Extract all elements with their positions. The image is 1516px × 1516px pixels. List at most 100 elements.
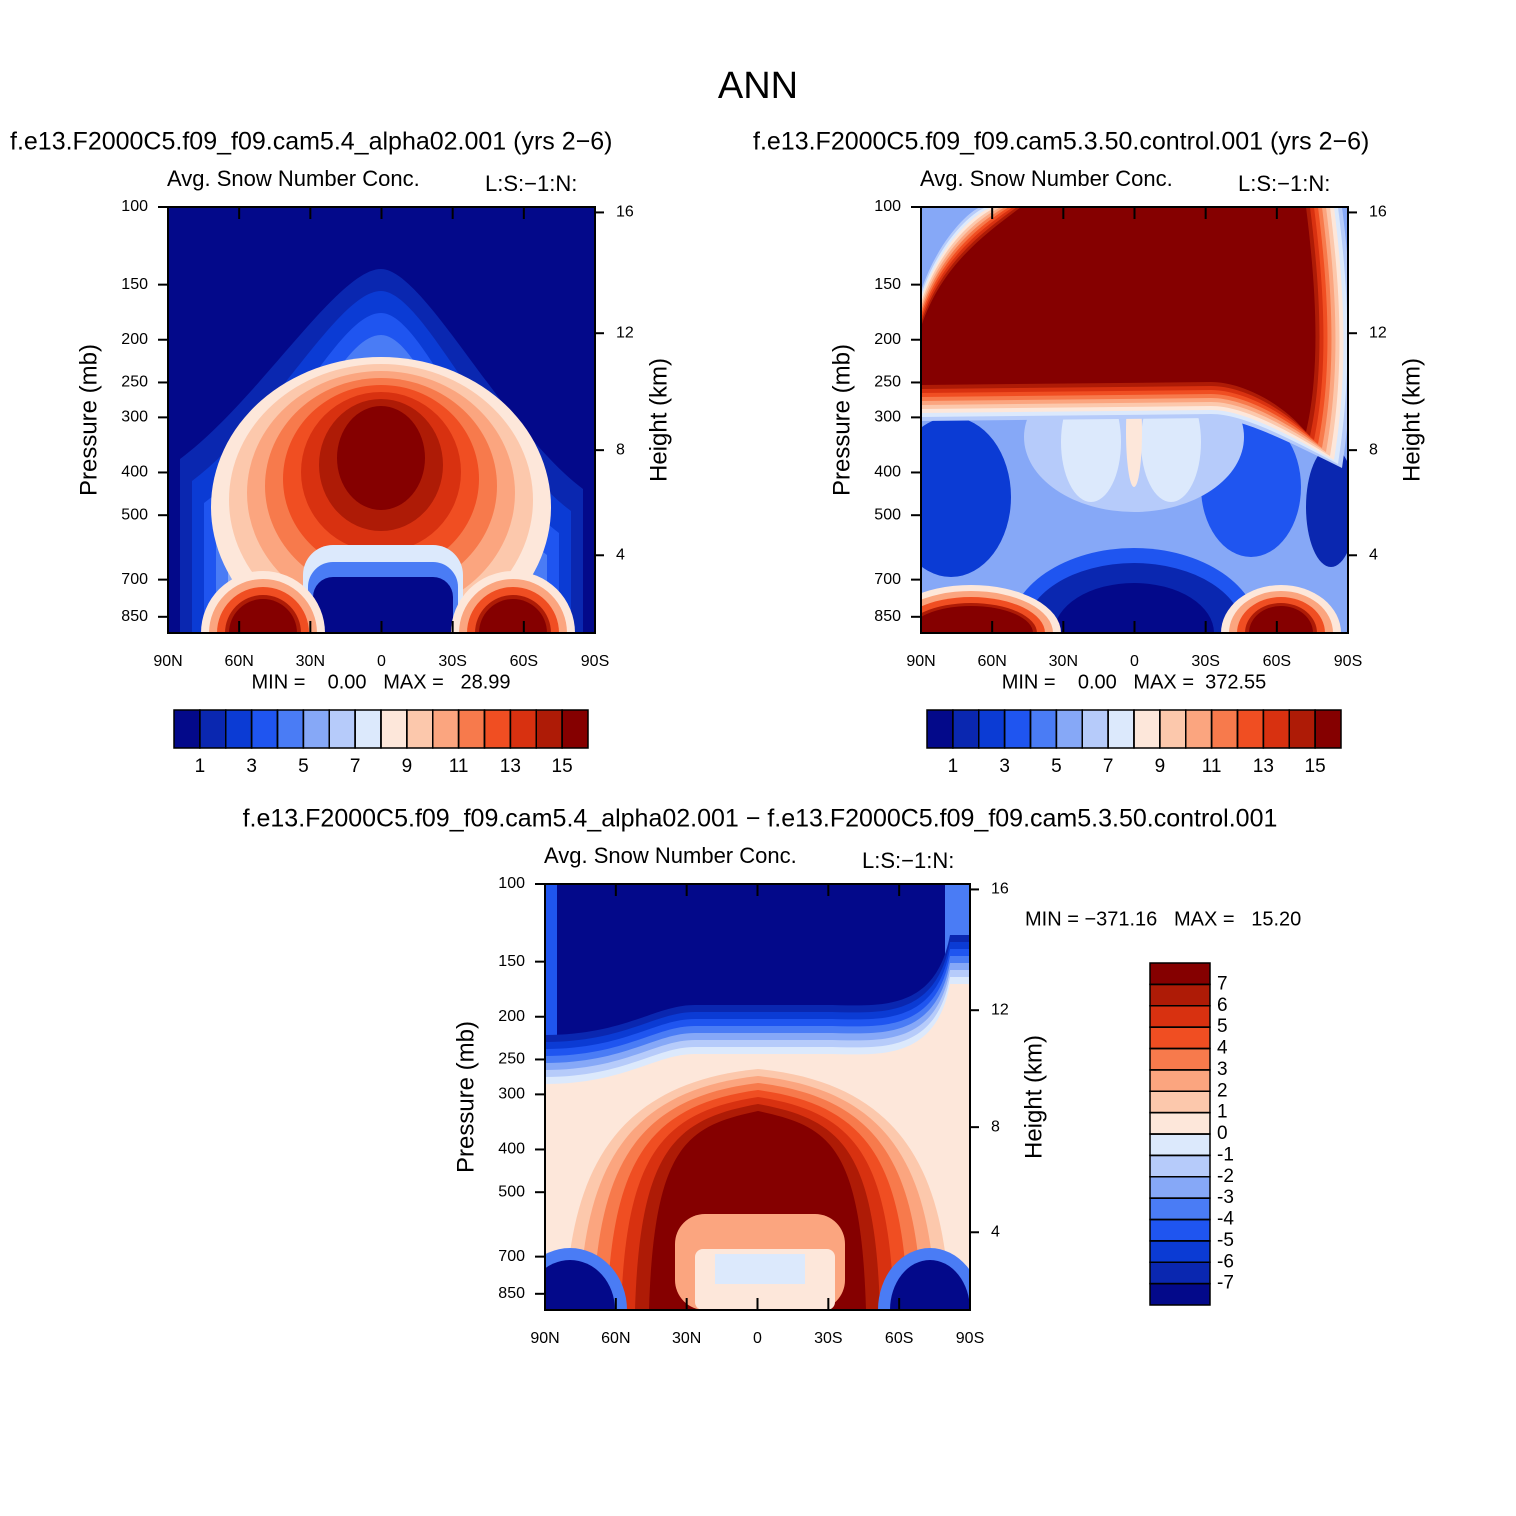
case-title: f.e13.F2000C5.f09_f09.cam5.4_alpha02.001… xyxy=(243,805,1278,833)
y2-axis-label: Height (km) xyxy=(645,358,672,482)
colorbar-box xyxy=(250,709,279,749)
y-tick-label: 250 xyxy=(498,1051,525,1068)
colorbar-box xyxy=(276,709,305,749)
colorbar-box xyxy=(561,709,589,749)
case-title: f.e13.F2000C5.f09_f09.cam5.3.50.control.… xyxy=(753,128,1369,156)
contour-field xyxy=(921,207,1348,633)
contour-field xyxy=(545,884,970,1310)
y2-tick-label: 12 xyxy=(991,1001,1009,1018)
colorbar-box xyxy=(1149,1154,1211,1178)
y-tick-label: 850 xyxy=(121,608,148,625)
x-tick-label: 60S xyxy=(1263,653,1291,670)
colorbar-box xyxy=(302,709,330,749)
colorbar-box xyxy=(1003,709,1032,749)
colorbar-box xyxy=(483,709,512,749)
y-tick-label: 500 xyxy=(121,506,148,523)
y2-tick-label: 8 xyxy=(991,1118,1000,1135)
colorbar-label: 13 xyxy=(500,756,521,777)
y2-tick-label: 16 xyxy=(616,204,634,221)
colorbar-box xyxy=(1288,709,1316,749)
colorbar-box xyxy=(1149,1261,1211,1285)
colorbar-box xyxy=(1159,709,1187,749)
contour-band xyxy=(715,1254,805,1284)
y-tick-label: 300 xyxy=(121,409,148,426)
colorbar-box xyxy=(1262,709,1290,749)
y2-tick-label: 8 xyxy=(616,441,625,458)
x-tick-label: 30S xyxy=(1191,653,1219,670)
colorbar-box xyxy=(1210,709,1239,749)
colorbar-box xyxy=(1149,1026,1211,1050)
y2-tick-label: 16 xyxy=(991,881,1009,898)
y-tick-label: 300 xyxy=(498,1086,525,1103)
colorbar-label: 9 xyxy=(1155,756,1166,777)
colorbar-box xyxy=(1107,709,1135,749)
colorbar-box xyxy=(1055,709,1083,749)
colorbar-label: 5 xyxy=(1051,756,1062,777)
contour-band xyxy=(921,606,1033,633)
colorbar-box xyxy=(406,709,434,749)
colorbar-label: 6 xyxy=(1217,995,1228,1016)
contour-band xyxy=(545,1260,615,1310)
figure-title: ANN xyxy=(718,65,798,107)
colorbar-box xyxy=(225,709,253,749)
x-tick-label: 0 xyxy=(753,1330,762,1347)
contour-band xyxy=(1054,583,1214,633)
colorbar-label: -3 xyxy=(1217,1187,1234,1208)
colorbar-box xyxy=(952,709,980,749)
x-tick-label: 0 xyxy=(377,653,386,670)
colorbar-box xyxy=(1149,1240,1211,1263)
colorbar-label: 15 xyxy=(1305,756,1326,777)
contour-band xyxy=(890,1260,970,1310)
colorbar-box xyxy=(457,709,486,749)
colorbar-label: 3 xyxy=(246,756,257,777)
colorbar-box xyxy=(978,709,1006,749)
x-tick-label: 30N xyxy=(296,653,325,670)
colorbar-label: -4 xyxy=(1217,1209,1234,1230)
y-tick-label: 100 xyxy=(121,198,148,215)
contour-band xyxy=(1249,606,1313,633)
colorbar-box xyxy=(1149,1282,1211,1306)
x-tick-label: 30N xyxy=(672,1330,701,1347)
y2-tick-label: 8 xyxy=(1369,441,1378,458)
y-tick-label: 700 xyxy=(874,571,901,588)
colorbar-box xyxy=(1149,1197,1211,1221)
colorbar-box xyxy=(1236,709,1265,749)
colorbar-box xyxy=(1149,1047,1211,1071)
colorbar-box xyxy=(328,709,356,749)
x-tick-label: 30S xyxy=(438,653,466,670)
stats: MIN = 0.00 MAX = 28.99 xyxy=(251,671,510,693)
y-tick-label: 700 xyxy=(498,1248,525,1265)
colorbar-box xyxy=(1149,1218,1211,1242)
contour-band xyxy=(921,417,1011,577)
y-tick-label: 400 xyxy=(121,464,148,481)
colorbar-label: 7 xyxy=(1103,756,1114,777)
colorbar-box xyxy=(1185,709,1213,749)
y-axis-label: Pressure (mb) xyxy=(75,344,102,496)
x-tick-label: 60S xyxy=(885,1330,913,1347)
y-tick-label: 250 xyxy=(121,374,148,391)
y-tick-label: 500 xyxy=(498,1183,525,1200)
colorbar-label: 13 xyxy=(1253,756,1274,777)
y-tick-label: 300 xyxy=(874,409,901,426)
contour-band xyxy=(921,207,1316,432)
panel-title: Avg. Snow Number Conc. xyxy=(544,843,797,868)
colorbar-box xyxy=(1149,1069,1211,1092)
y-tick-label: 500 xyxy=(874,506,901,523)
colorbar-box xyxy=(1149,962,1211,986)
colorbar-label: 5 xyxy=(1217,1016,1228,1037)
x-tick-label: 60N xyxy=(224,653,253,670)
colorbar-label: 5 xyxy=(298,756,309,777)
colorbar-label: 11 xyxy=(449,756,469,777)
y2-tick-label: 12 xyxy=(1369,324,1387,341)
colorbar-label: 3 xyxy=(1217,1059,1228,1080)
colorbar-label: -7 xyxy=(1217,1273,1234,1294)
panel-subtitle: L:S:−1:N: xyxy=(862,848,954,873)
colorbar-box xyxy=(1029,709,1058,749)
colorbar-label: 1 xyxy=(195,756,206,777)
colorbar-label: -1 xyxy=(1217,1144,1234,1165)
x-tick-label: 90N xyxy=(906,653,935,670)
y-tick-label: 850 xyxy=(498,1285,525,1302)
y-tick-label: 850 xyxy=(874,608,901,625)
y-tick-label: 400 xyxy=(874,464,901,481)
